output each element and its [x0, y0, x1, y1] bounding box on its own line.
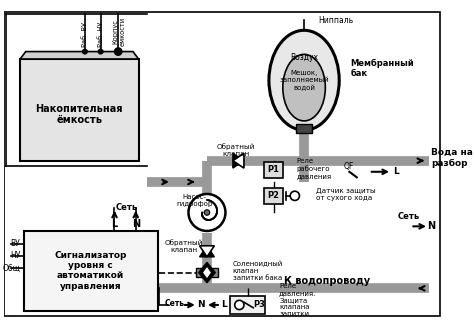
Bar	[20, 59, 138, 161]
Text: Обратный
клапан: Обратный клапан	[217, 144, 255, 158]
Text: Воздух: Воздух	[290, 53, 318, 62]
Circle shape	[204, 210, 210, 215]
Text: N: N	[132, 218, 140, 229]
Text: К водопроводу: К водопроводу	[284, 276, 370, 286]
Bar	[230, 296, 265, 314]
Circle shape	[290, 191, 300, 201]
Text: Реле
рабочего
давления: Реле рабочего давления	[297, 158, 332, 179]
Text: Накопительная
ёмкость: Накопительная ёмкость	[36, 104, 123, 125]
Text: N: N	[197, 301, 204, 309]
Bar	[196, 268, 218, 277]
Text: ВУ: ВУ	[10, 239, 20, 249]
Circle shape	[82, 49, 87, 54]
Text: P1: P1	[267, 166, 280, 174]
Circle shape	[235, 300, 244, 309]
Text: Сеть: Сеть	[397, 212, 419, 221]
Bar	[24, 231, 158, 310]
Polygon shape	[200, 246, 214, 257]
Text: Общ: Общ	[2, 263, 20, 272]
Text: L: L	[111, 218, 118, 229]
Polygon shape	[200, 246, 214, 257]
Text: Корпус
ёмкости: Корпус ёмкости	[113, 17, 126, 46]
Text: Реле
давления.
Защита
клапана
запитки: Реле давления. Защита клапана запитки	[279, 283, 317, 317]
Text: Соленоидный
клапан
запитки бака: Соленоидный клапан запитки бака	[233, 260, 283, 281]
Circle shape	[115, 48, 122, 55]
Text: Раб. НУ: Раб. НУ	[98, 21, 104, 47]
Text: Мембранный
бак: Мембранный бак	[350, 59, 414, 78]
Polygon shape	[20, 52, 138, 59]
Ellipse shape	[269, 30, 339, 130]
Text: Насос-
гидрофор: Насос- гидрофор	[176, 194, 212, 207]
Text: Сеть: Сеть	[115, 203, 137, 213]
Bar	[264, 187, 283, 204]
Text: QF: QF	[344, 162, 354, 171]
Text: Сигнализатор
уровня с
автоматикой
управления: Сигнализатор уровня с автоматикой управл…	[54, 251, 127, 291]
Text: Обратный
клапан: Обратный клапан	[164, 239, 203, 253]
Polygon shape	[199, 262, 215, 283]
Text: P2: P2	[267, 191, 280, 200]
Ellipse shape	[283, 54, 325, 121]
Polygon shape	[233, 153, 244, 168]
Text: Раб. ВУ: Раб. ВУ	[82, 22, 88, 46]
Text: L: L	[393, 167, 399, 176]
Text: Датчик защиты
от сухого хода: Датчик защиты от сухого хода	[316, 187, 376, 201]
Circle shape	[189, 194, 226, 231]
Text: N: N	[427, 221, 435, 231]
Polygon shape	[202, 266, 211, 279]
Text: L: L	[221, 301, 227, 309]
Bar	[264, 162, 283, 178]
Text: Вода на
разбор: Вода на разбор	[431, 148, 473, 168]
Text: P3: P3	[254, 301, 265, 309]
Text: Мешок,
заполняемый
водой: Мешок, заполняемый водой	[279, 70, 329, 91]
Text: НУ: НУ	[10, 252, 20, 260]
Polygon shape	[233, 153, 244, 168]
Circle shape	[98, 49, 103, 54]
Text: Сеть: Сеть	[164, 299, 185, 307]
Bar	[296, 124, 312, 133]
Text: Ниппаль: Ниппаль	[318, 16, 353, 24]
